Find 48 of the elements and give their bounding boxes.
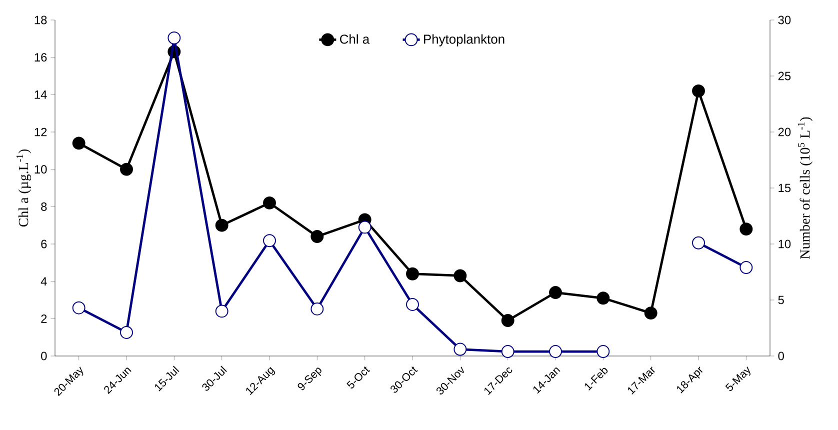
y-tick-label: 16 (34, 53, 47, 62)
point (549, 286, 562, 300)
point (406, 267, 419, 280)
point (263, 234, 276, 248)
point (263, 196, 276, 210)
point (454, 269, 467, 282)
point (406, 298, 419, 311)
point (310, 302, 324, 316)
y2-tick-label: 0 (778, 352, 784, 360)
point (501, 345, 514, 358)
point (72, 301, 86, 314)
point (644, 306, 658, 320)
point (501, 314, 514, 328)
point (120, 326, 133, 339)
y-tick-label: 18 (34, 16, 47, 24)
point (358, 220, 372, 234)
y-axis-title: Chl a (µg.L$^{-1}$) (16, 149, 32, 227)
y-tick-label: 10 (34, 165, 47, 174)
y-tick-label: 8 (41, 202, 47, 211)
y-tick-label: 14 (34, 90, 47, 99)
point (454, 342, 467, 356)
point (692, 236, 705, 250)
y2-tick-label: 20 (778, 128, 791, 136)
y-tick-label: 2 (41, 314, 47, 323)
y2-tick-label: 30 (778, 16, 791, 24)
legend-label: Chl a (340, 34, 370, 44)
point (215, 218, 228, 232)
y-tick-label: 0 (41, 352, 47, 360)
point (549, 345, 562, 358)
y-tick-label: 12 (34, 128, 47, 136)
y2-tick-label: 25 (778, 72, 791, 80)
point (692, 84, 705, 98)
point (72, 136, 86, 150)
legend-label: Phytoplankton (424, 34, 504, 46)
point (215, 304, 228, 318)
y2-axis-title: Number of cells (10$^{5}$ L$^{-1}$) (798, 117, 813, 259)
point (596, 345, 610, 358)
point (740, 222, 753, 236)
y2-tick-label: 5 (778, 296, 784, 304)
point (596, 292, 610, 305)
y2-tick-label: 15 (778, 184, 791, 192)
point (740, 261, 753, 274)
y-tick-label: 4 (40, 277, 47, 286)
point (120, 162, 133, 176)
point (168, 31, 181, 44)
y2-tick-label: 10 (778, 240, 791, 248)
point (310, 230, 324, 244)
y-tick-label: 6 (41, 240, 47, 248)
